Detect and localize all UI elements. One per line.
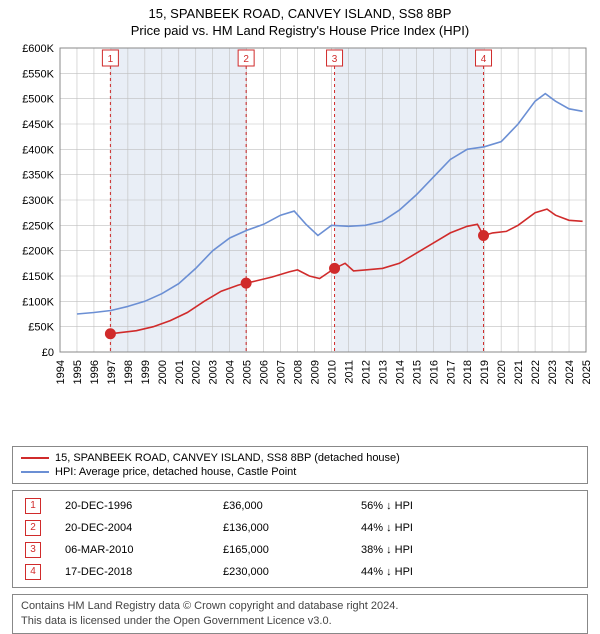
event-badge-number: 3 — [332, 54, 338, 65]
legend-label: 15, SPANBEEK ROAD, CANVEY ISLAND, SS8 8B… — [55, 452, 400, 464]
sale-marker — [479, 230, 489, 240]
event-price: £36,000 — [219, 495, 357, 517]
y-tick-label: £200K — [22, 246, 54, 258]
event-delta: 56% ↓ HPI — [357, 495, 579, 517]
y-tick-label: £400K — [22, 144, 54, 156]
event-price: £136,000 — [219, 517, 357, 539]
event-row: 3 06-MAR-2010£165,00038% ↓ HPI — [21, 539, 579, 561]
title-main: 15, SPANBEEK ROAD, CANVEY ISLAND, SS8 8B… — [0, 6, 600, 21]
x-tick-label: 2020 — [496, 360, 508, 384]
y-tick-label: £500K — [22, 94, 54, 106]
y-tick-label: £150K — [22, 271, 54, 283]
x-tick-label: 1994 — [55, 360, 67, 384]
chart-svg: £0 £50K £100K £150K £200K £250K £300K £350K £400… — [6, 40, 594, 440]
legend-label: HPI: Average price, detached house, Cast… — [55, 466, 296, 478]
legend: 15, SPANBEEK ROAD, CANVEY ISLAND, SS8 8B… — [12, 446, 588, 484]
event-delta: 44% ↓ HPI — [357, 517, 579, 539]
x-tick-label: 1999 — [140, 360, 152, 384]
y-tick-label: £600K — [22, 43, 54, 55]
x-tick-label: 2000 — [157, 360, 169, 384]
events-table: 1 20-DEC-1996£36,00056% ↓ HPI 2 20-DEC-2004… — [12, 490, 588, 588]
x-tick-label: 1998 — [123, 360, 135, 384]
y-tick-label: £350K — [22, 170, 54, 182]
event-row-badge: 3 — [25, 542, 41, 558]
x-tick-label: 2014 — [394, 360, 406, 384]
event-badge-number: 2 — [243, 54, 249, 65]
x-tick-label: 2021 — [513, 360, 525, 384]
event-row-badge: 4 — [25, 564, 41, 580]
y-tick-label: £0 — [42, 347, 54, 359]
x-tick-label: 2016 — [428, 360, 440, 384]
y-tick-label: £250K — [22, 220, 54, 232]
x-tick-label: 2007 — [276, 360, 288, 384]
event-delta: 44% ↓ HPI — [357, 561, 579, 583]
sale-marker — [241, 278, 251, 288]
event-row: 1 20-DEC-1996£36,00056% ↓ HPI — [21, 495, 579, 517]
sale-marker — [330, 263, 340, 273]
x-tick-label: 2018 — [462, 360, 474, 384]
event-row-badge: 2 — [25, 520, 41, 536]
x-tick-label: 2005 — [242, 360, 254, 384]
x-tick-label: 2012 — [360, 360, 372, 384]
event-date: 17-DEC-2018 — [61, 561, 219, 583]
y-tick-label: £550K — [22, 68, 54, 80]
legend-item: 15, SPANBEEK ROAD, CANVEY ISLAND, SS8 8B… — [21, 451, 579, 465]
legend-item: HPI: Average price, detached house, Cast… — [21, 465, 579, 479]
x-tick-label: 2009 — [310, 360, 322, 384]
x-tick-label: 1995 — [72, 360, 84, 384]
x-tick-label: 2011 — [343, 360, 355, 384]
x-tick-label: 2001 — [174, 360, 186, 384]
x-tick-label: 2015 — [411, 360, 423, 384]
x-tick-label: 2025 — [581, 360, 593, 384]
y-tick-label: £450K — [22, 119, 54, 131]
legend-swatch — [21, 457, 49, 459]
x-tick-label: 2002 — [191, 360, 203, 384]
event-badge-number: 1 — [108, 54, 114, 65]
y-tick-label: £50K — [28, 322, 54, 334]
x-tick-label: 2003 — [208, 360, 220, 384]
x-tick-label: 2019 — [479, 360, 491, 384]
event-delta: 38% ↓ HPI — [357, 539, 579, 561]
footer-line-2: This data is licensed under the Open Gov… — [21, 614, 579, 629]
title-sub: Price paid vs. HM Land Registry's House … — [0, 23, 600, 38]
sale-marker — [105, 329, 115, 339]
x-tick-label: 2010 — [326, 360, 338, 384]
x-tick-label: 1997 — [106, 360, 118, 384]
x-tick-label: 2022 — [530, 360, 542, 384]
event-row: 4 17-DEC-2018£230,00044% ↓ HPI — [21, 561, 579, 583]
event-row: 2 20-DEC-2004£136,00044% ↓ HPI — [21, 517, 579, 539]
y-tick-label: £100K — [22, 296, 54, 308]
footer-line-1: Contains HM Land Registry data © Crown c… — [21, 599, 579, 614]
y-tick-label: £300K — [22, 195, 54, 207]
x-tick-label: 1996 — [89, 360, 101, 384]
x-tick-label: 2008 — [293, 360, 305, 384]
attribution-footer: Contains HM Land Registry data © Crown c… — [12, 594, 588, 634]
event-row-badge: 1 — [25, 498, 41, 514]
x-tick-label: 2006 — [259, 360, 271, 384]
chart-titles: 15, SPANBEEK ROAD, CANVEY ISLAND, SS8 8B… — [0, 0, 600, 40]
x-tick-label: 2017 — [445, 360, 457, 384]
event-date: 20-DEC-2004 — [61, 517, 219, 539]
event-price: £230,000 — [219, 561, 357, 583]
event-badge-number: 4 — [481, 54, 487, 65]
x-tick-label: 2004 — [225, 360, 237, 384]
legend-swatch — [21, 471, 49, 473]
x-tick-label: 2024 — [564, 360, 576, 384]
event-date: 20-DEC-1996 — [61, 495, 219, 517]
event-date: 06-MAR-2010 — [61, 539, 219, 561]
price-chart: £0 £50K £100K £150K £200K £250K £300K £350K £400… — [6, 40, 594, 440]
x-tick-label: 2023 — [547, 360, 559, 384]
x-tick-label: 2013 — [377, 360, 389, 384]
event-price: £165,000 — [219, 539, 357, 561]
